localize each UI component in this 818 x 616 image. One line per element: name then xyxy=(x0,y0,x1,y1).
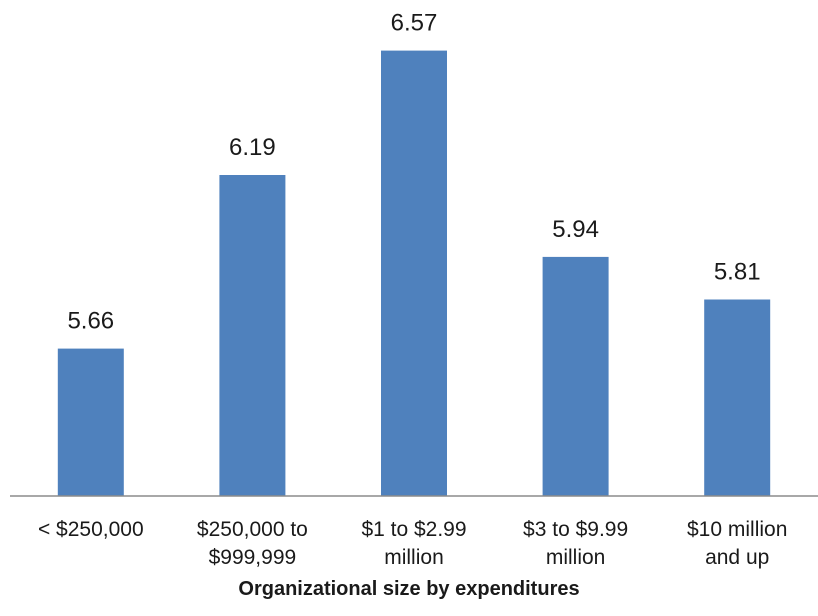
x-tick-label-1: < $250,000 xyxy=(38,518,144,541)
bars-group xyxy=(57,50,771,496)
bar-5 xyxy=(704,299,771,496)
data-label-3: 6.57 xyxy=(391,10,438,37)
data-label-4: 5.94 xyxy=(552,216,599,243)
bar-1 xyxy=(57,348,124,496)
data-labels-group: 5.66 6.19 6.57 5.94 5.81 xyxy=(67,10,760,335)
data-label-1: 5.66 xyxy=(67,308,114,335)
x-axis-title: Organizational size by expenditures xyxy=(238,578,580,600)
x-tick-label-3: $1 to $2.99 million xyxy=(361,518,466,569)
x-tick-label-5: $10 million and up xyxy=(687,518,787,569)
x-tick-label-4: $3 to $9.99 million xyxy=(523,518,628,569)
data-label-5: 5.81 xyxy=(714,259,761,286)
data-label-2: 6.19 xyxy=(229,134,276,161)
x-tick-labels-group: < $250,000 $250,000 to $999,999 $1 to $2.99… xyxy=(38,518,787,569)
x-tick-label-2: $250,000 to $999,999 xyxy=(197,518,308,569)
bar-4 xyxy=(542,256,609,496)
bar-3 xyxy=(381,50,447,496)
bar-2 xyxy=(219,175,286,496)
